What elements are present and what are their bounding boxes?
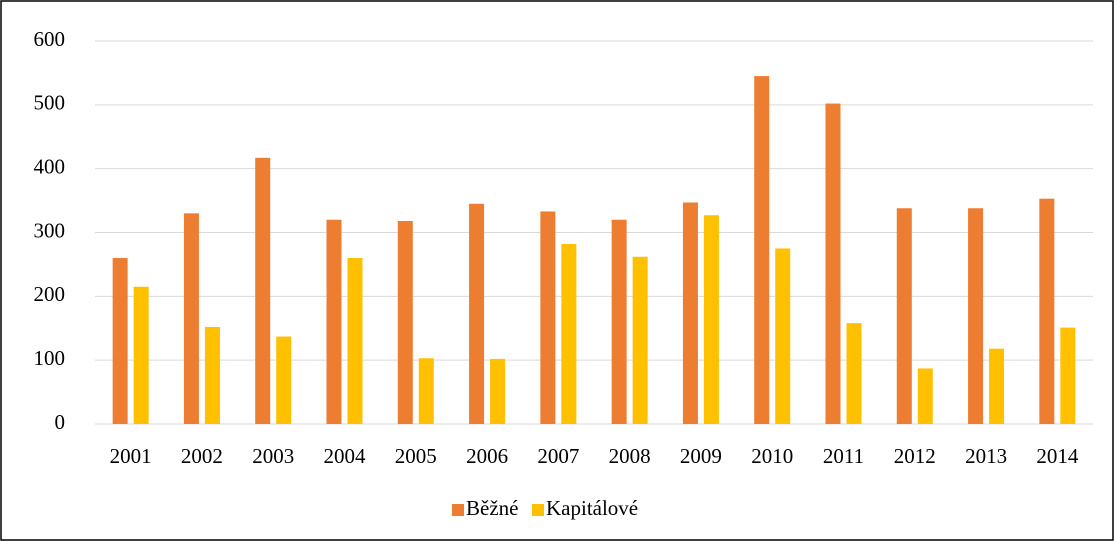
x-tick-label: 2003: [252, 444, 294, 468]
y-tick-label: 500: [34, 91, 66, 115]
x-tick-label: 2014: [1036, 444, 1079, 468]
bar: [112, 258, 128, 424]
legend-label: Běžné: [466, 496, 518, 520]
x-tick-label: 2002: [181, 444, 223, 468]
bar: [418, 358, 434, 424]
bar: [204, 326, 220, 424]
bar: [561, 243, 577, 424]
bar: [490, 358, 506, 424]
x-tick-label: 2012: [894, 444, 936, 468]
y-tick-label: 400: [34, 154, 66, 178]
x-tick-label: 2008: [609, 444, 651, 468]
y-tick-label: 300: [34, 218, 66, 242]
x-tick-label: 2009: [680, 444, 722, 468]
bar: [133, 286, 149, 424]
bar: [1039, 198, 1055, 424]
bar: [397, 221, 413, 424]
bar: [540, 211, 556, 424]
bar: [632, 256, 648, 424]
bar: [255, 157, 271, 424]
legend-label: Kapitálové: [546, 496, 638, 520]
x-tick-label: 2005: [395, 444, 437, 468]
bar: [183, 213, 199, 424]
x-tick-label: 2007: [537, 444, 579, 468]
bar: [347, 258, 363, 424]
x-tick-label: 2004: [324, 444, 367, 468]
bar: [326, 219, 342, 424]
bar: [775, 248, 791, 424]
bar: [276, 336, 292, 424]
x-tick-label: 2010: [751, 444, 793, 468]
bar: [703, 215, 719, 424]
bar: [682, 202, 698, 424]
bar: [754, 76, 770, 424]
x-tick-label: 2006: [466, 444, 508, 468]
x-tick-label: 2013: [965, 444, 1007, 468]
bar: [968, 208, 984, 424]
legend-swatch: [532, 504, 544, 516]
y-tick-label: 0: [55, 410, 66, 434]
y-tick-label: 100: [34, 346, 66, 370]
bar: [469, 203, 485, 424]
y-tick-label: 600: [34, 27, 66, 51]
x-tick-label: 2011: [823, 444, 864, 468]
legend-swatch: [452, 504, 464, 516]
x-tick-label: 2001: [110, 444, 152, 468]
bar: [1060, 327, 1076, 424]
bar: [896, 208, 912, 424]
bar: [846, 323, 862, 424]
bar: [989, 348, 1005, 424]
bar: [825, 103, 841, 424]
bar: [917, 368, 933, 424]
y-tick-label: 200: [34, 282, 66, 306]
bar: [611, 219, 627, 424]
